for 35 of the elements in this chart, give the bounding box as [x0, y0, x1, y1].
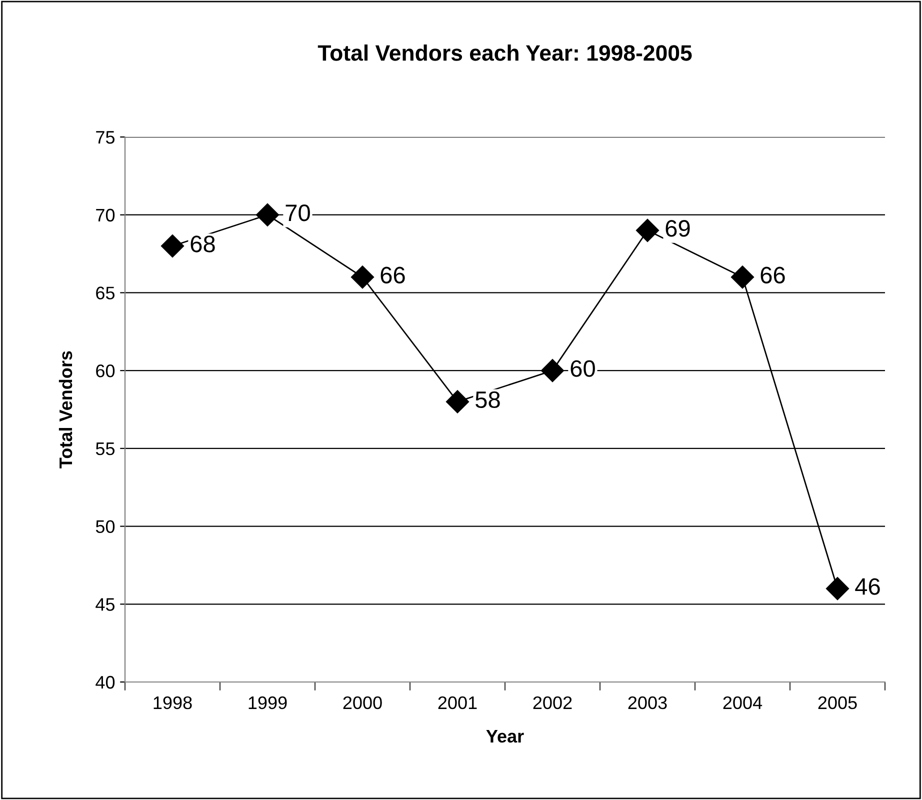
- x-tick-label: 2005: [818, 696, 857, 710]
- y-tick-label: 70: [96, 208, 115, 222]
- y-tick-label: 40: [96, 676, 115, 689]
- chart-title: Total Vendors each Year: 1998-2005: [318, 44, 692, 61]
- y-tick-label: 75: [96, 131, 115, 144]
- y-tick-label: 65: [96, 286, 115, 300]
- data-label: 66: [380, 266, 405, 284]
- y-tick-label: 45: [96, 598, 115, 611]
- x-tick-label: 2003: [628, 696, 667, 710]
- x-tick-label: 2002: [533, 696, 572, 710]
- point: [636, 218, 659, 242]
- y-tick-label: 50: [96, 520, 115, 534]
- data-label: 66: [760, 266, 785, 284]
- point: [826, 577, 849, 600]
- x-axis-title: Year: [486, 730, 524, 743]
- data-label: 60: [570, 360, 595, 377]
- point: [161, 234, 184, 258]
- y-axis-title: Total Vendors: [58, 351, 72, 468]
- point: [541, 359, 564, 382]
- point: [731, 266, 754, 289]
- x-tick-label: 2000: [343, 696, 382, 710]
- data-label: 58: [476, 391, 500, 408]
- x-tick-label: 1999: [248, 696, 287, 710]
- x-tick-label: 2001: [438, 696, 477, 710]
- data-label: 70: [286, 204, 310, 222]
- data-label: 46: [855, 578, 880, 595]
- y-tick-label: 55: [96, 442, 115, 456]
- x-tick-label: 1998: [154, 696, 192, 710]
- y-tick-label: 60: [96, 364, 115, 378]
- point: [351, 266, 374, 289]
- x-tick-label: 2004: [723, 696, 762, 710]
- point: [446, 390, 469, 414]
- point: [256, 203, 279, 226]
- data-label: 69: [666, 220, 690, 237]
- data-label: 68: [190, 236, 215, 252]
